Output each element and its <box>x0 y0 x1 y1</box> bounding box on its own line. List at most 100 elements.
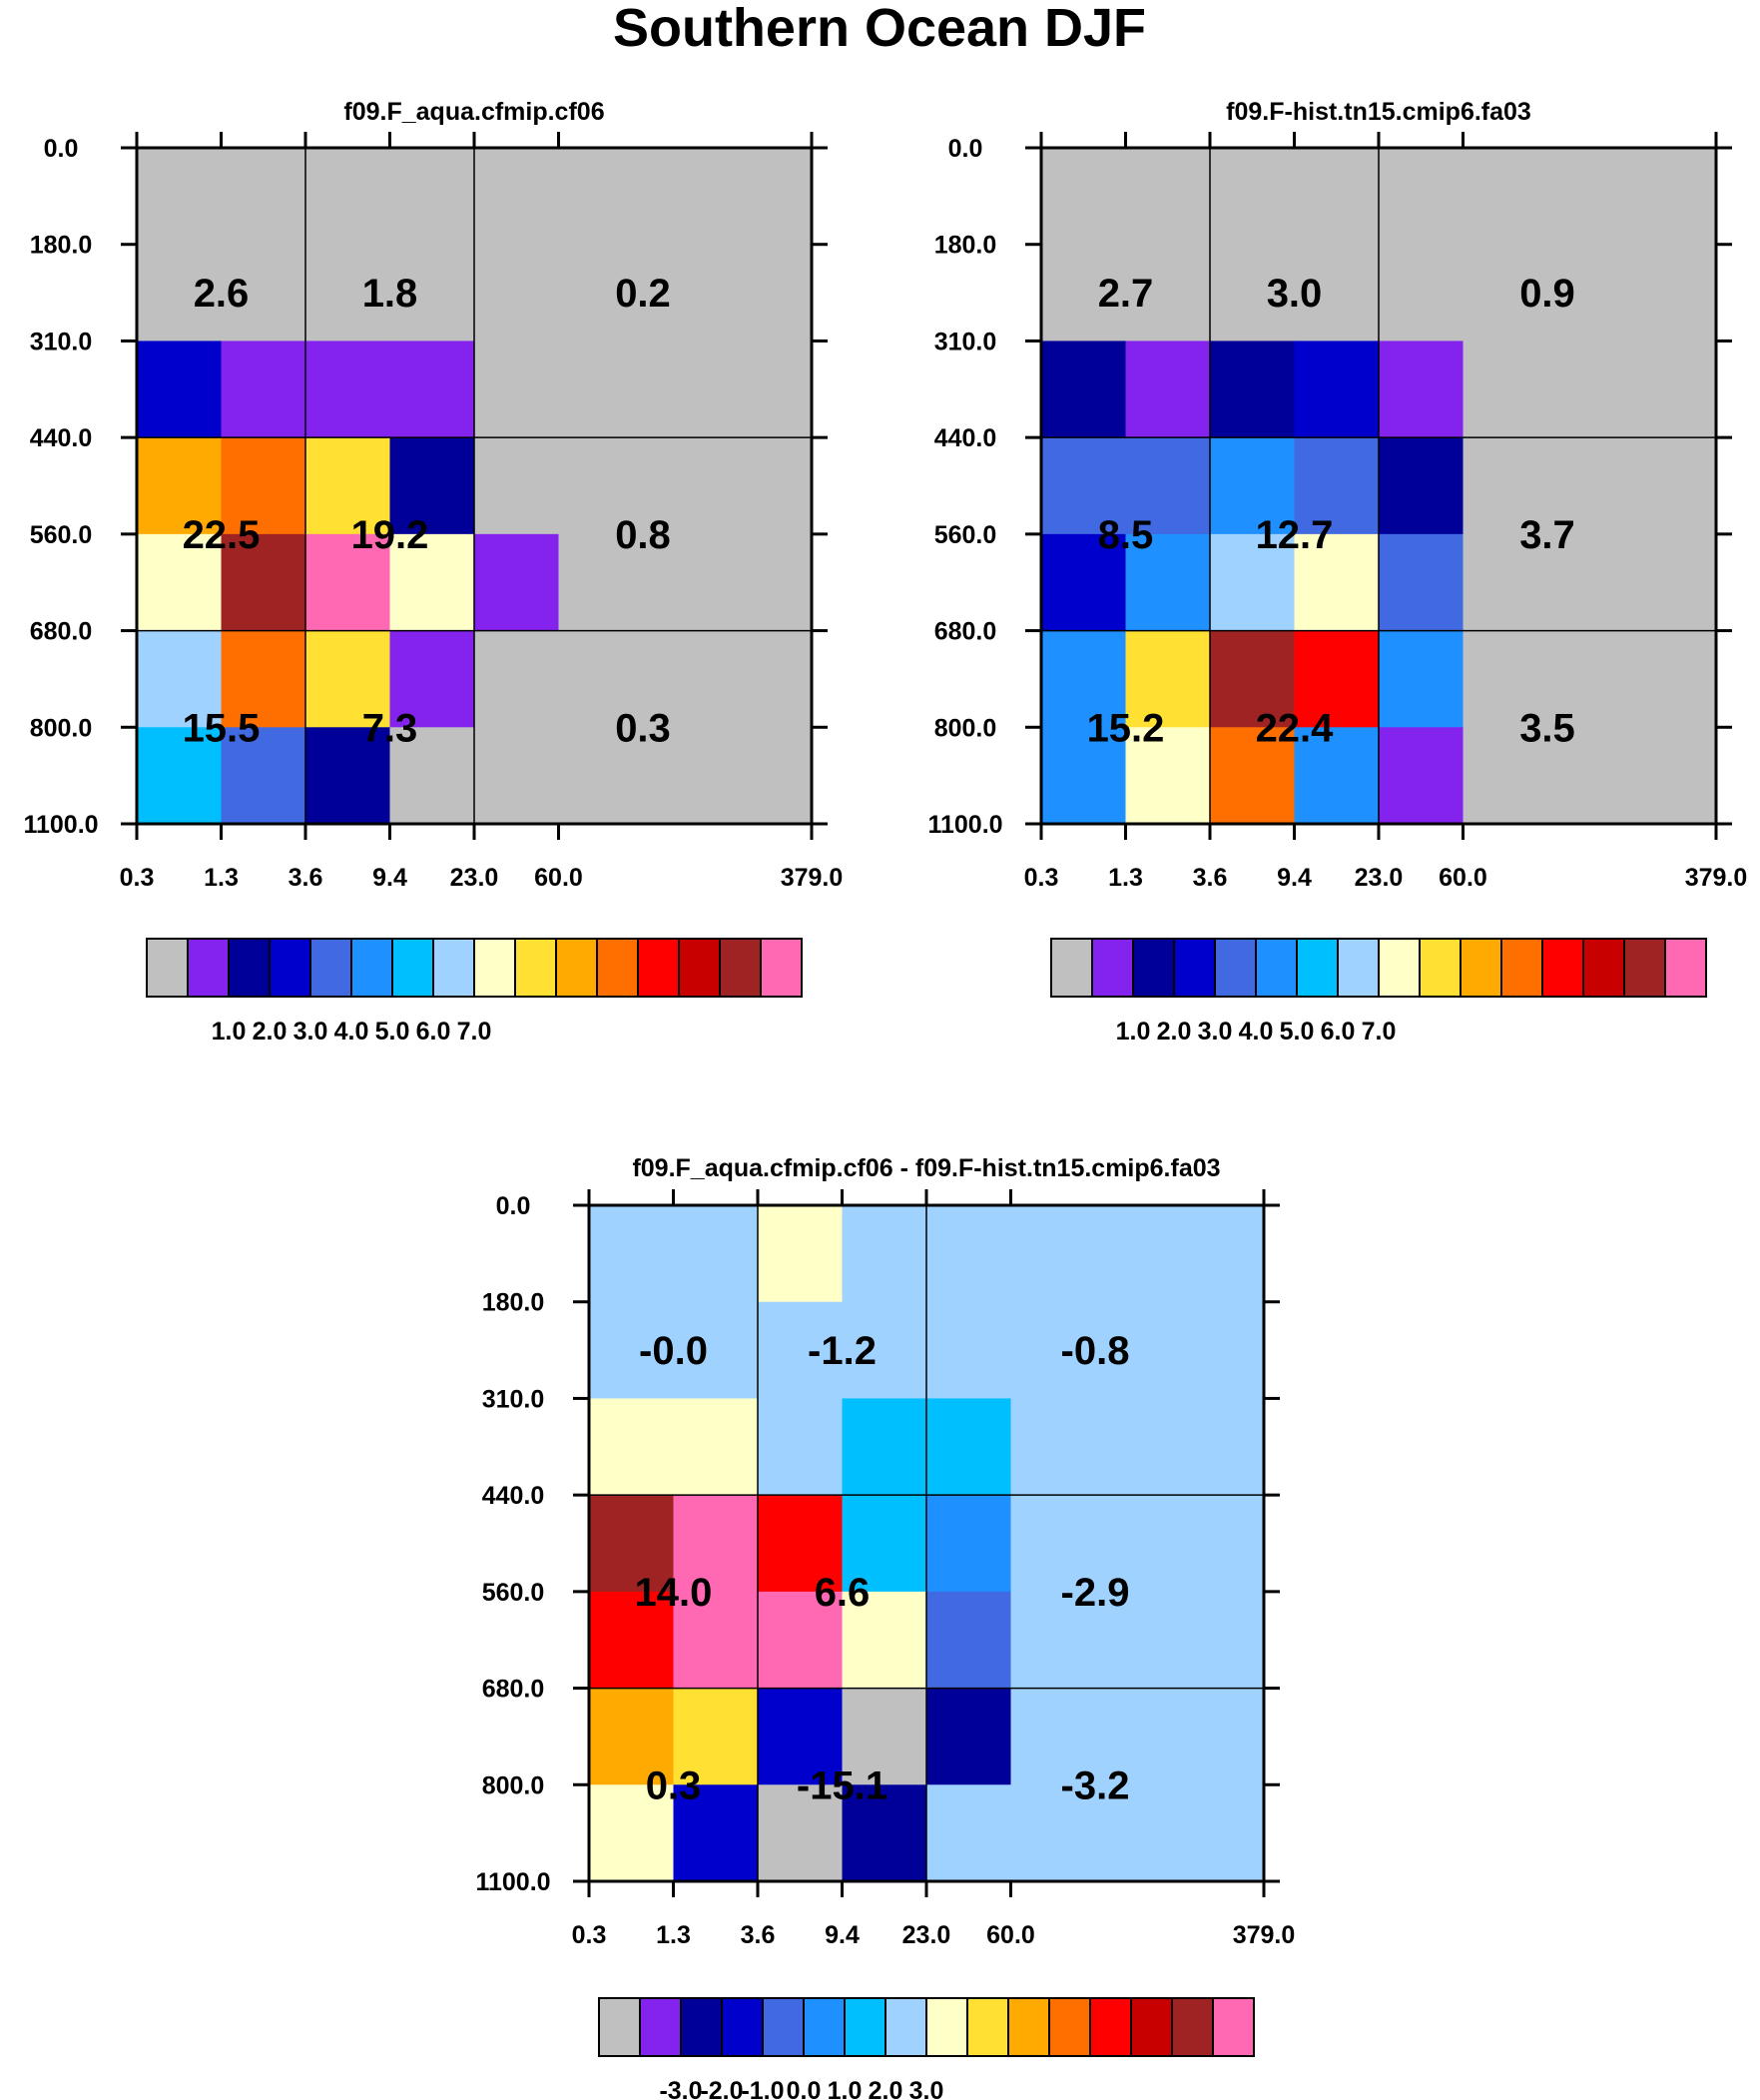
y-tick-label: 440.0 <box>934 424 997 452</box>
heatmap-cell <box>558 148 813 246</box>
colorbar-swatch <box>1007 1997 1050 2057</box>
panel-title: f09.F_aqua.cfmip.cf06 <box>343 98 604 126</box>
box-value-label: 12.7 <box>1256 513 1334 557</box>
box-value-label: 0.3 <box>615 706 671 750</box>
y-tick-label: 560.0 <box>30 521 93 549</box>
colorbar-swatch <box>1582 938 1625 998</box>
panel-title: f09.F-hist.tn15.cmip6.fa03 <box>1226 98 1531 126</box>
colorbar-swatch <box>1048 1997 1091 2057</box>
x-tick-label: 3.6 <box>1193 864 1228 892</box>
y-tick-label: 440.0 <box>482 1482 545 1510</box>
heatmap-cell <box>842 1591 927 1690</box>
heatmap-cell <box>558 630 813 728</box>
colorbar-swatch <box>1091 938 1134 998</box>
heatmap-cell <box>221 630 306 728</box>
heatmap-cell <box>474 244 559 342</box>
heatmap-cell <box>137 341 222 438</box>
heatmap-cell <box>842 1301 927 1399</box>
heatmap-cell <box>474 437 559 535</box>
heatmap-cell <box>1463 341 1717 438</box>
heatmap-cell <box>221 244 306 342</box>
heatmap-cell <box>558 341 813 438</box>
heatmap-cell <box>474 148 559 246</box>
heatmap-cell <box>1041 244 1126 342</box>
colorbar-swatch <box>309 938 352 998</box>
y-tick-label: 560.0 <box>934 521 997 549</box>
x-tick-label: 9.4 <box>1277 864 1312 892</box>
box-value-label: -15.1 <box>797 1763 887 1807</box>
colorbar-swatch <box>1130 1997 1173 2057</box>
heatmap-cell <box>1125 630 1211 728</box>
y-tick-label: 1100.0 <box>927 811 1002 839</box>
heatmap-cell <box>137 244 222 342</box>
colorbar-swatch <box>146 938 189 998</box>
box-value-label: 0.8 <box>615 513 671 557</box>
heatmap-cell <box>305 533 390 632</box>
colorbar-swatch <box>1664 938 1707 998</box>
heatmap-cell <box>758 1301 843 1399</box>
heatmap-cell <box>926 1591 1011 1690</box>
heatmap-cell <box>1294 533 1380 632</box>
heatmap-cell <box>673 1784 759 1882</box>
colorbar-swatch <box>1089 1997 1132 2057</box>
heatmap-cell <box>926 1301 1011 1399</box>
y-tick-label: 0.0 <box>44 135 79 163</box>
y-tick-label: 680.0 <box>482 1676 545 1704</box>
x-tick-label: 23.0 <box>902 1921 951 1949</box>
heatmap-cell <box>758 1398 843 1496</box>
heatmap-cell <box>1210 727 1295 825</box>
heatmap-cell <box>1125 244 1211 342</box>
heatmap-cell <box>389 630 475 728</box>
colorbar-swatch <box>925 1997 968 2057</box>
colorbar-label: -1.0 <box>741 2077 784 2100</box>
colorbar-swatch <box>1296 938 1339 998</box>
heatmap-cell <box>842 1688 927 1785</box>
colorbar-label: 5.0 <box>375 1018 410 1046</box>
x-tick-label: 0.3 <box>120 864 155 892</box>
heatmap-cell <box>1463 437 1717 535</box>
box-value-label: -2.9 <box>1061 1571 1130 1615</box>
y-tick-label: 310.0 <box>934 328 997 355</box>
heatmap-cell <box>1379 244 1464 342</box>
heatmap-cell <box>842 1205 927 1303</box>
heatmap-cell <box>589 1398 674 1496</box>
heatmap-cell <box>389 148 475 246</box>
heatmap-cell <box>1010 1301 1265 1399</box>
heatmap-cell <box>673 1688 759 1785</box>
heatmap-cell <box>1125 437 1211 535</box>
y-tick-label: 0.0 <box>948 135 983 163</box>
heatmap-cell <box>305 630 390 728</box>
x-tick-label: 379.0 <box>781 864 844 892</box>
heatmap-cell <box>558 727 813 825</box>
heatmap-cell <box>305 244 390 342</box>
colorbar-label: 7.0 <box>1362 1018 1397 1046</box>
colorbar-label: 1.0 <box>212 1018 247 1046</box>
heatmap-cell <box>1010 1688 1265 1785</box>
heatmap-cell <box>1294 244 1380 342</box>
box-value-label: 0.3 <box>646 1763 702 1807</box>
colorbar-label: 0.0 <box>787 2077 822 2100</box>
x-tick-label: 23.0 <box>450 864 499 892</box>
heatmap-cell <box>1041 148 1126 246</box>
box-value-label: 1.8 <box>362 272 418 316</box>
x-tick-label: 9.4 <box>372 864 407 892</box>
heatmap-cell <box>305 148 390 246</box>
heatmap-cell <box>1010 1398 1265 1496</box>
colorbar-swatch <box>1132 938 1175 998</box>
heatmap-cell <box>558 244 813 342</box>
heatmap-cell <box>758 1591 843 1690</box>
box-value-label: 3.7 <box>1519 513 1575 557</box>
heatmap-cell <box>1010 1591 1265 1690</box>
colorbar-swatch <box>721 1997 764 2057</box>
x-tick-label: 0.3 <box>1024 864 1059 892</box>
x-tick-label: 23.0 <box>1355 864 1404 892</box>
colorbar-label: 7.0 <box>457 1018 492 1046</box>
heatmap-cell <box>137 727 222 825</box>
x-tick-label: 1.3 <box>1108 864 1143 892</box>
heatmap-cell <box>758 1688 843 1785</box>
heatmap-cell <box>1210 244 1295 342</box>
heatmap-cell <box>1125 727 1211 825</box>
y-tick-label: 440.0 <box>30 424 93 452</box>
heatmap-cell <box>1041 727 1126 825</box>
colorbar-label: 3.0 <box>1198 1018 1233 1046</box>
